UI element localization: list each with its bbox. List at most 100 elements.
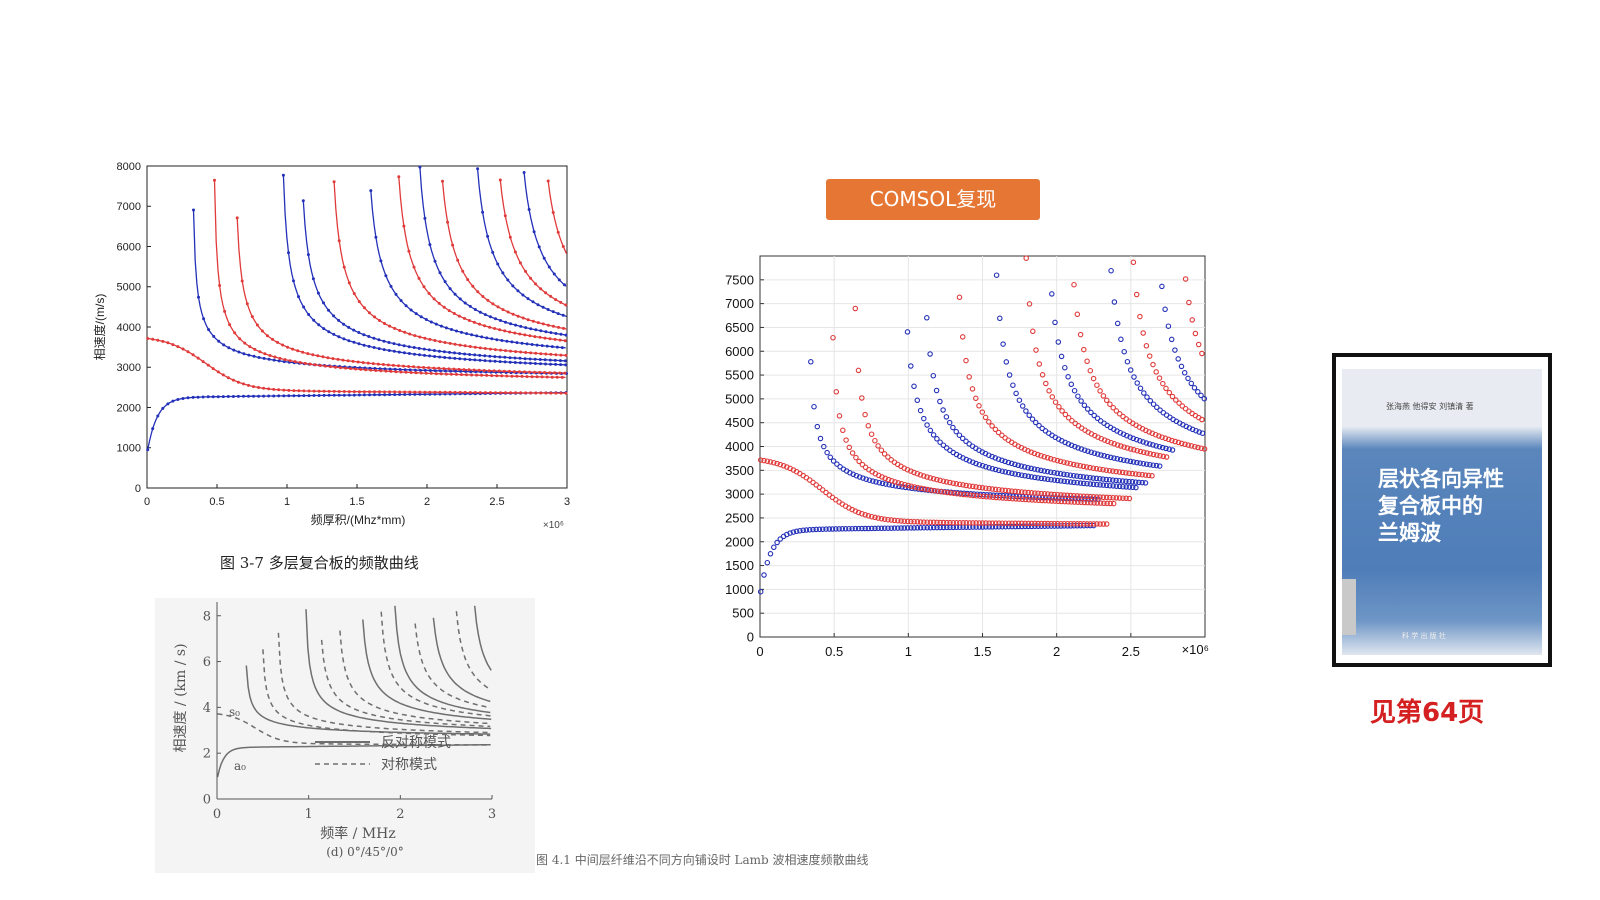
comsol-point-mode-4 (927, 427, 934, 434)
comsol-point-mode-2 (1094, 500, 1101, 506)
comsol-point-mode-2 (1065, 499, 1071, 505)
fig37-point-mode-6 (458, 343, 462, 347)
fig37-point-mode-5 (538, 358, 542, 361)
comsol-point-mode-5 (1126, 478, 1132, 485)
fig37-point-mode-6 (367, 311, 371, 315)
comsol-point-mode-6 (956, 294, 963, 301)
comsol-point-mode-8 (1026, 301, 1033, 307)
comsol-point-mode-5 (1061, 471, 1067, 478)
comsol-point-mode-7 (1098, 452, 1104, 458)
comsol-point-mode-3 (956, 481, 963, 488)
comsol-point-mode-7 (1153, 462, 1160, 469)
fig37-xtick-label: 1 (284, 496, 290, 508)
fig37-point-mode-1 (449, 369, 452, 373)
comsol-point-mode-6 (1041, 454, 1048, 460)
comsol-point-mode-4 (921, 415, 927, 422)
comsol-point-S0 (986, 520, 992, 526)
fig37-point-mode-6 (549, 352, 553, 356)
comsol-point-mode-2 (934, 488, 941, 494)
comsol-point-mode-4 (1032, 474, 1038, 481)
fig37-point-mode-12 (554, 298, 558, 302)
fig37-point-mode-2 (293, 360, 297, 364)
fig37-point-mode-8 (472, 320, 476, 324)
comsol-point-mode-6 (1106, 467, 1113, 474)
fig37-point-mode-2 (475, 373, 479, 377)
comsol-point-mode-2 (1013, 496, 1019, 502)
fig37-point-mode-7 (475, 334, 479, 338)
comsol-point-mode-4 (986, 465, 992, 471)
fig37-point-mode-11 (501, 271, 505, 275)
fig37-point-mode-5 (306, 253, 310, 257)
comsol-point-S0 (973, 520, 979, 526)
comsol-point-mode-9 (1130, 435, 1137, 442)
comsol-point-mode-2 (977, 493, 983, 499)
comsol-point-A0 (904, 525, 911, 531)
fig37-point-mode-2 (470, 373, 474, 377)
comsol-point-mode-2 (1068, 499, 1074, 505)
comsol-point-mode-10 (1090, 375, 1097, 382)
comsol-point-mode-10 (1156, 433, 1162, 439)
fig37-point-mode-5 (463, 352, 467, 356)
fig37-point-mode-3 (391, 363, 395, 367)
fig37-point-mode-5 (367, 335, 371, 338)
fig37-point-S0 (292, 389, 296, 393)
fig37-ytick-label: 2000 (117, 402, 141, 414)
comsol-ytick-label: 1000 (725, 582, 754, 597)
comsol-point-mode-3 (855, 367, 862, 374)
comsol-point-A0 (823, 526, 829, 532)
comsol-point-mode-2 (911, 484, 918, 490)
comsol-ytick-label: 500 (732, 606, 754, 621)
fig41-xtick-label: 2 (396, 807, 404, 822)
fig37-point-mode-5 (332, 314, 336, 318)
fig37-point-A0 (166, 402, 170, 406)
fig37-point-mode-4 (539, 362, 542, 366)
fig37-point-mode-10 (496, 305, 500, 309)
fig37-point-mode-6 (428, 337, 432, 341)
comsol-point-mode-2 (1058, 498, 1065, 505)
fig37-point-A0 (403, 393, 407, 396)
comsol-point-mode-5 (1129, 479, 1136, 485)
comsol-point-mode-9 (1150, 442, 1156, 448)
fig37-point-mode-6 (519, 350, 523, 354)
fig37-point-A0 (186, 396, 190, 400)
comsol-point-mode-7 (1124, 458, 1130, 464)
comsol-point-mode-11 (1150, 401, 1157, 407)
fig37-point-S0 (287, 388, 291, 392)
fig37-point-mode-3 (482, 369, 486, 372)
fig37-point-mode-6 (493, 348, 497, 352)
fig37-point-mode-6 (509, 349, 512, 353)
comsol-point-mode-2 (990, 494, 996, 500)
comsol-point-mode-8 (1052, 399, 1059, 405)
comsol-point-mode-14 (1182, 276, 1189, 282)
fig37-point-mode-6 (524, 351, 528, 354)
comsol-point-mode-2 (924, 486, 931, 493)
comsol-point-mode-13 (1175, 356, 1181, 362)
fig37-point-mode-8 (548, 337, 552, 341)
comsol-point-S0 (989, 520, 996, 526)
comsol-point-A0 (1012, 523, 1019, 530)
comsol-point-mode-10 (1152, 431, 1159, 438)
comsol-point-mode-3 (908, 468, 914, 474)
comsol-point-mode-2 (1078, 499, 1084, 506)
comsol-point-mode-5 (940, 407, 946, 413)
comsol-point-mode-2 (915, 484, 921, 491)
comsol-point-mode-12 (1153, 369, 1159, 375)
fig37-point-mode-11 (511, 284, 515, 288)
comsol-point-mode-11 (1147, 398, 1154, 404)
comsol-point-mode-3 (1045, 491, 1051, 497)
comsol-point-mode-3 (1012, 488, 1018, 495)
fig37-point-S0 (473, 391, 477, 394)
fig37-point-mode-2 (550, 375, 554, 379)
fig41-xtick-label: 1 (305, 807, 313, 822)
comsol-point-mode-8 (1062, 411, 1069, 418)
comsol-point-mode-8 (1030, 328, 1036, 335)
comsol-point-mode-6 (1083, 464, 1090, 470)
fig37-point-mode-3 (553, 371, 557, 375)
fig37-point-mode-2 (465, 373, 468, 377)
comsol-point-S0 (764, 458, 771, 464)
comsol-point-mode-2 (1009, 495, 1016, 502)
fig37-point-S0 (483, 391, 487, 395)
comsol-point-S0 (1103, 521, 1110, 527)
fig37-point-mode-3 (402, 364, 405, 368)
fig37-ytick-label: 8000 (117, 161, 141, 173)
